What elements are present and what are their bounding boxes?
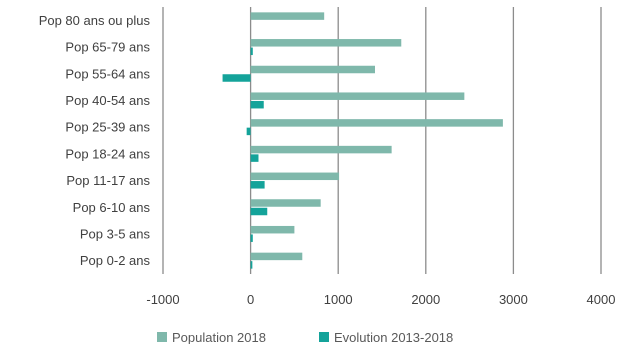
category-label: Pop 40-54 ans — [65, 93, 150, 108]
x-tick-label: 4000 — [587, 292, 616, 307]
bar-evolution-2013-2018 — [250, 234, 253, 242]
category-label: Pop 18-24 ans — [65, 146, 150, 161]
category-label: Pop 55-64 ans — [65, 66, 150, 81]
bar-evolution-2013-2018 — [250, 207, 268, 216]
bar-evolution-2013-2018 — [222, 74, 251, 82]
bar-population-2018 — [250, 39, 402, 47]
bar-population-2018 — [250, 252, 303, 261]
x-tick-label: 0 — [247, 292, 254, 307]
category-label: Pop 80 ans ou plus — [39, 13, 151, 28]
bar-population-2018 — [250, 119, 503, 127]
x-tick-label: 2000 — [411, 292, 440, 307]
bar-population-2018 — [250, 12, 325, 20]
category-label: Pop 65-79 ans — [65, 40, 150, 55]
legend: Population 2018 Evolution 2013-2018 — [157, 330, 453, 344]
grid-lines — [162, 7, 602, 274]
category-labels: Pop 80 ans ou plus Pop 65-79 ans Pop 55-64… — [39, 13, 151, 268]
legend-swatch-evolution-2013-2018 — [319, 332, 329, 342]
bar-evolution-2013-2018 — [250, 181, 265, 189]
legend-swatch-population-2018 — [157, 332, 167, 342]
bar-population-2018 — [250, 92, 465, 100]
legend-label-population-2018: Population 2018 — [172, 330, 266, 344]
bar-evolution-2013-2018 — [250, 261, 253, 269]
bars — [222, 12, 503, 269]
bar-population-2018 — [250, 199, 321, 207]
x-tick-labels: -1000 0 1000 2000 3000 4000 — [146, 292, 615, 307]
category-label: Pop 3-5 ans — [80, 226, 151, 241]
category-label: Pop 25-39 ans — [65, 120, 150, 135]
x-tick-label: -1000 — [146, 292, 179, 307]
bar-population-2018 — [250, 145, 392, 154]
x-tick-label: 1000 — [324, 292, 353, 307]
category-label: Pop 0-2 ans — [80, 253, 151, 268]
bar-population-2018 — [250, 225, 295, 234]
bar-evolution-2013-2018 — [250, 47, 253, 56]
bar-evolution-2013-2018 — [250, 154, 259, 162]
x-tick-label: 3000 — [499, 292, 528, 307]
bar-evolution-2013-2018 — [246, 127, 251, 136]
category-label: Pop 11-17 ans — [66, 173, 150, 188]
bar-population-2018 — [250, 65, 375, 74]
bar-evolution-2013-2018 — [250, 100, 264, 109]
category-label: Pop 6-10 ans — [73, 200, 151, 215]
legend-label-evolution-2013-2018: Evolution 2013-2018 — [334, 330, 453, 344]
bar-population-2018 — [250, 172, 340, 181]
